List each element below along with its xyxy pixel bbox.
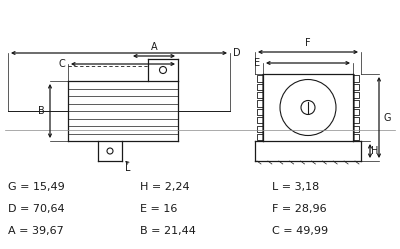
Text: B: B: [38, 106, 45, 116]
Text: B = 21,44: B = 21,44: [140, 226, 196, 236]
Text: D = 70,64: D = 70,64: [8, 204, 65, 214]
Text: H: H: [371, 146, 378, 156]
Text: D: D: [233, 48, 241, 58]
Text: C = 49,99: C = 49,99: [272, 226, 328, 236]
Text: H = 2,24: H = 2,24: [140, 182, 190, 192]
Text: A: A: [151, 42, 157, 52]
Text: A = 39,67: A = 39,67: [8, 226, 64, 236]
Text: G = 15,49: G = 15,49: [8, 182, 65, 192]
Text: E = 16: E = 16: [140, 204, 177, 214]
Text: F = 28,96: F = 28,96: [272, 204, 327, 214]
Text: F: F: [305, 38, 311, 48]
Text: L: L: [125, 163, 130, 173]
Text: G: G: [383, 113, 390, 123]
Text: C: C: [58, 59, 65, 69]
Text: E: E: [254, 58, 260, 68]
Text: L = 3,18: L = 3,18: [272, 182, 319, 192]
